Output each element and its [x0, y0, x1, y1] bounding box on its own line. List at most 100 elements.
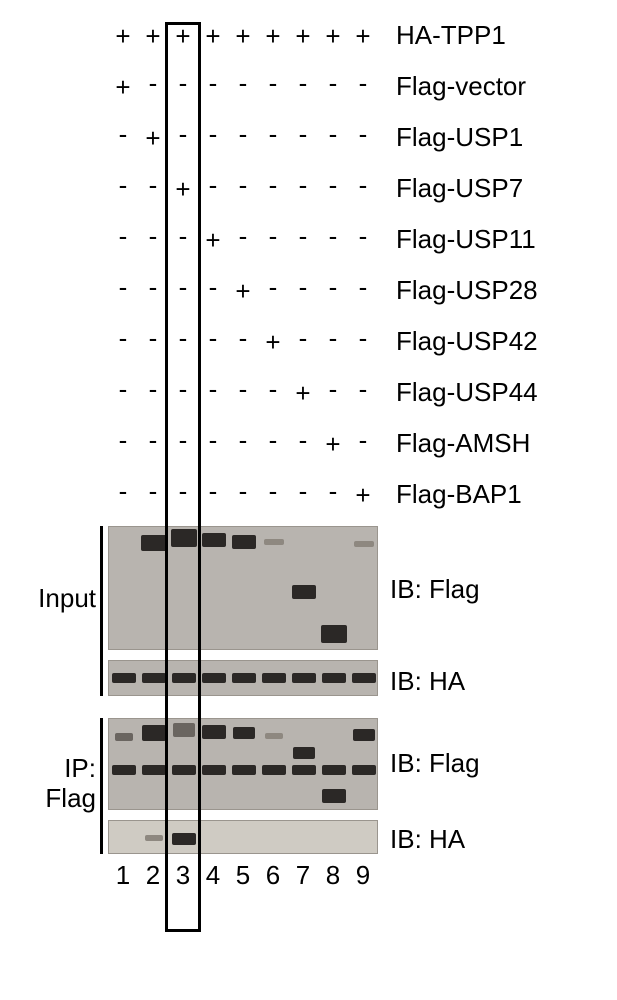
band: [292, 585, 316, 599]
mark-minus: -: [168, 427, 198, 453]
band: [232, 765, 256, 775]
mark-plus: +: [198, 227, 228, 253]
mark-minus: -: [348, 223, 378, 249]
mark-minus: -: [198, 376, 228, 402]
group-label-ip-flag: IP: Flag: [4, 754, 96, 814]
condition-marks: -------+-: [108, 431, 378, 457]
mark-plus: +: [108, 23, 138, 49]
condition-label: HA-TPP1: [396, 20, 506, 51]
mark-minus: -: [138, 427, 168, 453]
band: [142, 765, 166, 775]
lane-numbers: 123456789: [108, 860, 378, 891]
mark-minus: -: [168, 70, 198, 96]
condition-row: ----+----Flag-USP28: [0, 265, 617, 316]
band: [232, 673, 256, 683]
mark-minus: -: [168, 121, 198, 147]
condition-marks: --+------: [108, 176, 378, 202]
band: [265, 733, 283, 739]
band: [141, 535, 167, 551]
mark-plus: +: [108, 74, 138, 100]
mark-minus: -: [318, 325, 348, 351]
mark-plus: +: [228, 23, 258, 49]
mark-minus: -: [258, 427, 288, 453]
band: [112, 673, 136, 683]
mark-minus: -: [108, 172, 138, 198]
mark-minus: -: [258, 478, 288, 504]
gel-panel-ip_ha: [108, 820, 378, 854]
mark-minus: -: [228, 121, 258, 147]
condition-row: -----+---Flag-USP42: [0, 316, 617, 367]
condition-label: Flag-BAP1: [396, 479, 522, 510]
group-bar-input: [100, 526, 103, 696]
mark-minus: -: [108, 325, 138, 351]
band: [262, 673, 286, 683]
band: [264, 539, 284, 545]
mark-minus: -: [138, 274, 168, 300]
gel-panel-input_flag: [108, 526, 378, 650]
band: [292, 673, 316, 683]
mark-minus: -: [348, 121, 378, 147]
condition-row: ---+-----Flag-USP11: [0, 214, 617, 265]
lane-number: 2: [138, 860, 168, 891]
condition-marks: ---+-----: [108, 227, 378, 253]
band: [142, 673, 166, 683]
mark-plus: +: [288, 380, 318, 406]
mark-minus: -: [288, 172, 318, 198]
band: [172, 833, 196, 845]
mark-minus: -: [348, 376, 378, 402]
condition-marks: +++++++++: [108, 23, 378, 49]
condition-row: -------+- Flag-AMSH: [0, 418, 617, 469]
mark-plus: +: [198, 23, 228, 49]
mark-minus: -: [288, 427, 318, 453]
mark-minus: -: [168, 376, 198, 402]
mark-minus: -: [258, 70, 288, 96]
band: [352, 673, 376, 683]
lane-number: 7: [288, 860, 318, 891]
band: [202, 725, 226, 739]
mark-minus: -: [258, 376, 288, 402]
condition-marks: +--------: [108, 74, 378, 100]
mark-minus: -: [138, 172, 168, 198]
band: [173, 723, 195, 737]
condition-row: --+------Flag-USP7: [0, 163, 617, 214]
condition-row: +++++++++ HA-TPP1: [0, 10, 617, 61]
mark-minus: -: [258, 274, 288, 300]
band: [202, 765, 226, 775]
condition-marks: ------+--: [108, 380, 378, 406]
antibody-label: IB: Flag: [390, 748, 480, 779]
mark-plus: +: [168, 23, 198, 49]
mark-minus: -: [258, 172, 288, 198]
group-label-input: Input: [4, 584, 96, 614]
mark-minus: -: [108, 274, 138, 300]
band: [115, 733, 133, 741]
mark-plus: +: [318, 23, 348, 49]
mark-minus: -: [168, 325, 198, 351]
condition-label: Flag-vector: [396, 71, 526, 102]
mark-minus: -: [228, 223, 258, 249]
mark-plus: +: [138, 125, 168, 151]
band: [145, 835, 163, 841]
condition-marks: ----+----: [108, 278, 378, 304]
condition-row: -+-------Flag-USP1: [0, 112, 617, 163]
mark-minus: -: [288, 478, 318, 504]
group-bar-ip-flag: [100, 718, 103, 854]
condition-label: Flag-AMSH: [396, 428, 530, 459]
lane-number: 4: [198, 860, 228, 891]
mark-minus: -: [108, 427, 138, 453]
band: [292, 765, 316, 775]
band: [352, 765, 376, 775]
mark-minus: -: [318, 172, 348, 198]
mark-plus: +: [348, 23, 378, 49]
lane-number: 5: [228, 860, 258, 891]
mark-minus: -: [168, 274, 198, 300]
mark-minus: -: [198, 427, 228, 453]
mark-minus: -: [198, 325, 228, 351]
mark-minus: -: [228, 325, 258, 351]
mark-minus: -: [288, 121, 318, 147]
mark-plus: +: [288, 23, 318, 49]
band: [322, 765, 346, 775]
mark-minus: -: [198, 172, 228, 198]
mark-minus: -: [198, 121, 228, 147]
mark-minus: -: [138, 70, 168, 96]
lane-number: 9: [348, 860, 378, 891]
